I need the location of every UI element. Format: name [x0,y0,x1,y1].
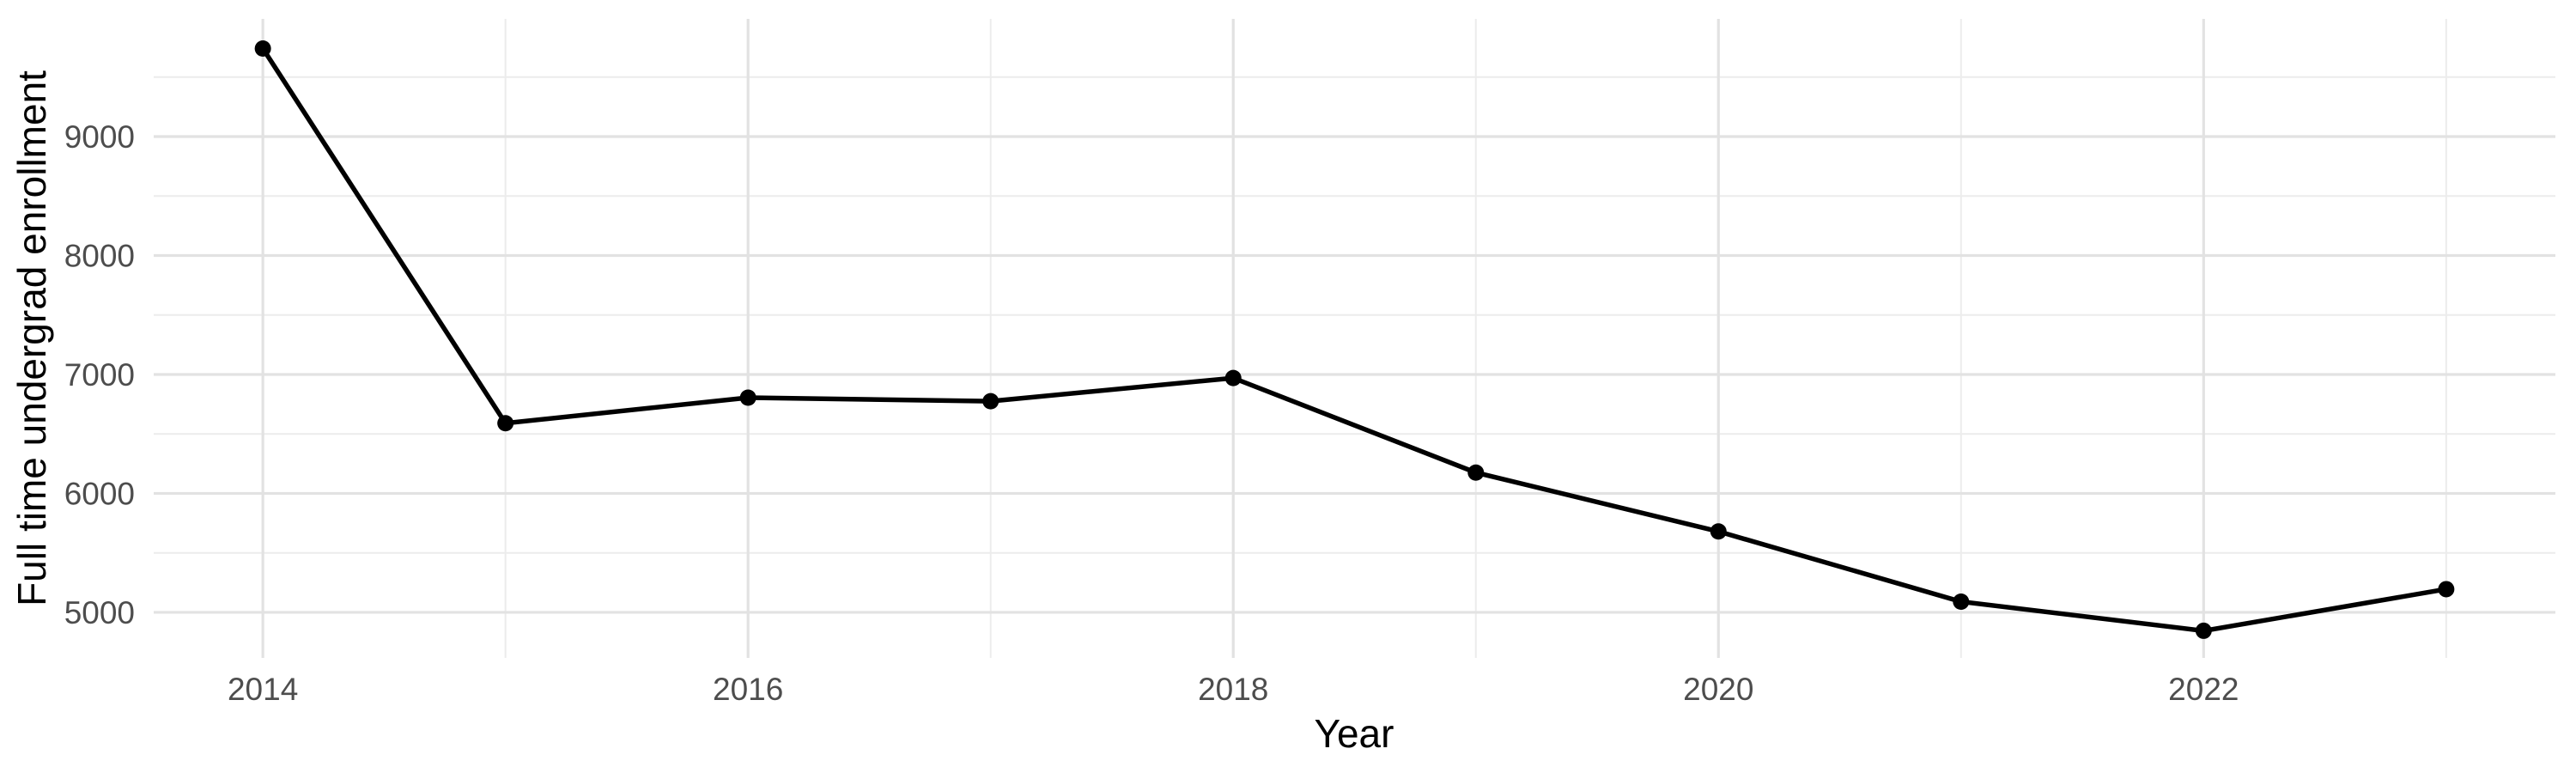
x-tick-label: 2016 [713,672,783,707]
x-tick-label: 2022 [2168,672,2239,707]
y-axis-title: Full time undergrad enrollment [9,70,54,606]
x-tick-label: 2018 [1198,672,1268,707]
y-tick-label: 6000 [64,476,135,511]
data-point [497,415,514,432]
data-point [1710,523,1727,540]
data-point [2195,622,2212,639]
data-point [1953,593,1970,610]
y-axis-tick-labels: 5000 6000 7000 8000 9000 [64,119,135,630]
data-point [1224,369,1242,386]
x-axis-title: Year [1315,711,1394,756]
y-tick-label: 5000 [64,595,135,630]
gridlines-minor [154,19,2555,658]
x-tick-label: 2014 [228,672,298,707]
data-point [739,389,756,406]
gridlines-major [154,19,2555,658]
data-point [2438,581,2455,598]
x-tick-label: 2020 [1683,672,1753,707]
y-tick-label: 7000 [64,357,135,393]
data-series [254,40,2455,639]
data-point [1467,464,1485,481]
enrollment-trend-line [260,46,2447,634]
y-tick-label: 8000 [64,238,135,273]
x-axis-tick-labels: 2014 2016 2018 2020 2022 [228,672,2239,707]
data-point [254,40,271,57]
y-tick-label: 9000 [64,119,135,155]
data-point [982,393,999,410]
